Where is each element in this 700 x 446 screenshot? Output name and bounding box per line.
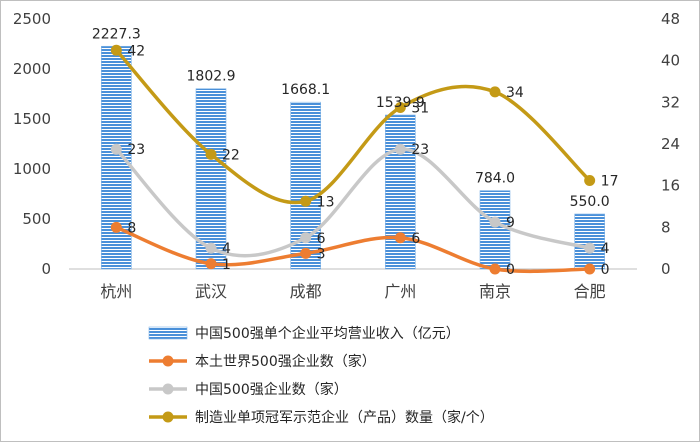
- series-point: [584, 174, 596, 186]
- series-line: [114, 147, 592, 258]
- y-left-tick-label: 1000: [13, 160, 51, 178]
- series-point: [584, 242, 596, 254]
- point-data-label: 34: [506, 85, 524, 101]
- bar: [574, 213, 605, 270]
- series-point: [489, 216, 501, 228]
- y-right-tick-label: 0: [661, 260, 671, 278]
- x-category-label: 合肥: [574, 282, 606, 301]
- point-data-label: 4: [601, 241, 610, 257]
- y-left-tick-label: 0: [41, 260, 51, 278]
- x-category-label: 武汉: [195, 282, 227, 301]
- series-point: [110, 221, 122, 233]
- legend-label: 制造业单项冠军示范企业（产品）数量（家/个）: [195, 409, 494, 426]
- point-data-label: 42: [127, 43, 145, 59]
- bar: [195, 88, 227, 270]
- point-data-label: 6: [411, 231, 420, 247]
- bar-data-label: 550.0: [570, 194, 610, 210]
- legend-swatch: [148, 326, 188, 340]
- legend: 中国500强单个企业平均营业收入（亿元） 本土世界500强企业数（家） 中国500强…: [148, 325, 494, 426]
- bar-data-label: 1539.9: [376, 95, 425, 111]
- point-data-label: 23: [127, 142, 145, 158]
- point-data-label: 23: [411, 142, 429, 158]
- y-left-tick-label: 2500: [13, 10, 51, 28]
- series-point: [205, 148, 217, 160]
- legend-label: 本土世界500强企业数（家）: [195, 353, 376, 370]
- line-layer: [110, 44, 596, 275]
- legend-label: 中国500强企业数（家）: [195, 381, 348, 398]
- series-point: [205, 242, 217, 254]
- y-left-tick-label: 500: [22, 210, 51, 228]
- x-category-label: 杭州: [100, 282, 132, 301]
- series-point: [394, 143, 406, 155]
- y-left-tick-label: 2000: [13, 60, 51, 78]
- legend-label: 中国500强单个企业平均营业收入（亿元）: [195, 325, 460, 342]
- series-point: [205, 258, 217, 270]
- y-right-tick-label: 8: [661, 218, 671, 236]
- point-data-label: 0: [506, 262, 515, 278]
- point-data-label: 31: [411, 101, 429, 117]
- point-data-label: 6: [317, 231, 326, 247]
- series-point: [300, 247, 312, 259]
- point-data-label: 9: [506, 215, 515, 231]
- bar-data-label: 784.0: [475, 171, 515, 187]
- series-line: [114, 225, 592, 274]
- x-category-label: 成都: [290, 282, 322, 301]
- y-right-tick-label: 24: [661, 135, 680, 153]
- series-point: [110, 143, 122, 155]
- bar: [385, 114, 416, 270]
- series-point: [489, 86, 501, 98]
- bar-data-label: 2227.3: [92, 26, 141, 42]
- series-point: [394, 102, 406, 114]
- point-data-label: 1: [222, 257, 231, 273]
- series-point: [489, 263, 501, 275]
- point-data-label: 22: [222, 147, 240, 163]
- series-point: [110, 44, 122, 56]
- y-right-tick-label: 32: [661, 93, 680, 111]
- series-point: [584, 263, 596, 275]
- point-data-label: 17: [601, 173, 619, 189]
- y-left-tick-label: 1500: [13, 110, 51, 128]
- legend-marker: [162, 383, 174, 395]
- x-category-label: 广州: [384, 282, 416, 301]
- point-data-label: 3: [317, 246, 326, 262]
- legend-marker: [162, 355, 174, 367]
- point-data-label: 4: [222, 241, 231, 257]
- point-data-label: 13: [317, 194, 335, 210]
- x-category-label: 南京: [479, 282, 511, 301]
- legend-marker: [162, 411, 174, 423]
- series-point: [300, 195, 312, 207]
- data-label-layer: 2227.3 1802.9 1668.1 1539.9 784.0 550.0 23 4 6 23…: [92, 26, 619, 278]
- y-right-tick-label: 16: [661, 177, 680, 195]
- point-data-label: 0: [601, 262, 610, 278]
- series-point: [394, 232, 406, 244]
- series-point: [300, 232, 312, 244]
- bar-data-label: 1802.9: [187, 69, 236, 85]
- point-data-label: 8: [127, 220, 136, 236]
- series-line: [114, 48, 592, 205]
- y-right-tick-label: 48: [661, 10, 680, 28]
- y-right-tick-label: 40: [661, 52, 680, 70]
- bar-data-label: 1668.1: [281, 82, 330, 98]
